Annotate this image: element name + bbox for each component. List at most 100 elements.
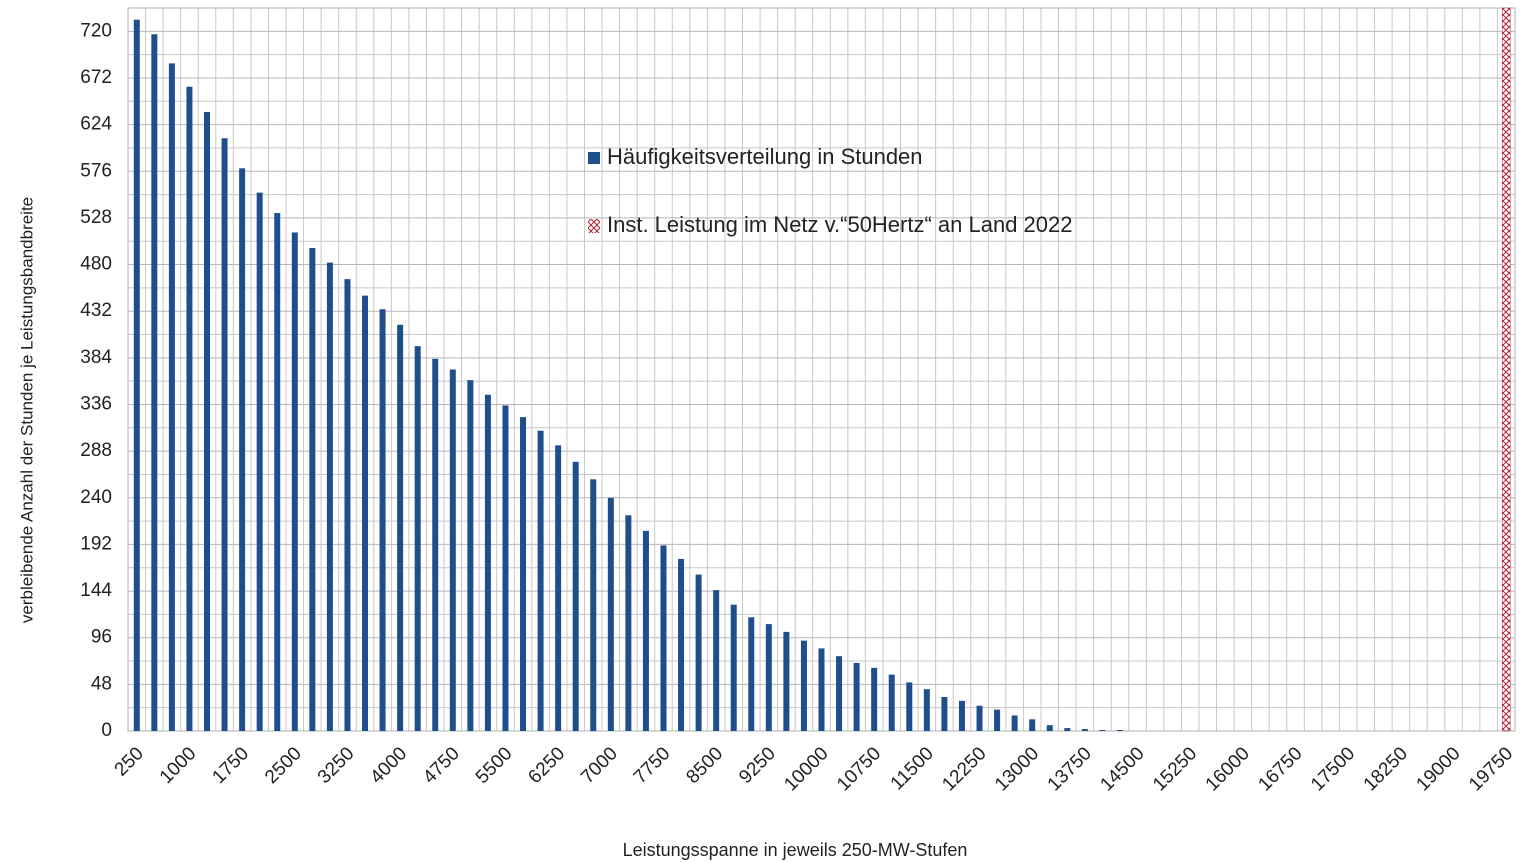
bar (958, 700, 965, 731)
y-tick-label: 720 (80, 20, 112, 41)
bar (836, 656, 843, 731)
bar (607, 497, 614, 731)
y-tick-label: 144 (80, 580, 112, 601)
x-tick-label: 19750 (1465, 743, 1517, 795)
x-tick-label: 18250 (1360, 743, 1412, 795)
y-tick-label: 624 (80, 114, 112, 135)
x-tick-label: 19000 (1412, 743, 1464, 795)
bar (168, 63, 175, 732)
x-tick-label: 7000 (577, 743, 622, 788)
bar (1116, 730, 1123, 731)
bar (239, 168, 246, 731)
x-tick-label: 2500 (261, 743, 306, 788)
bar (502, 405, 509, 731)
y-tick-label: 672 (80, 67, 112, 88)
x-tick-label: 10000 (780, 743, 832, 795)
x-tick-label: 9250 (735, 743, 780, 788)
bar (414, 346, 421, 731)
bar (1081, 729, 1088, 731)
bar (397, 324, 404, 731)
x-tick-label: 17500 (1307, 743, 1359, 795)
x-tick-label: 16000 (1202, 743, 1254, 795)
bar (344, 279, 351, 731)
bar (625, 515, 632, 731)
bar (221, 138, 228, 731)
bar (1064, 728, 1071, 731)
bar (520, 417, 527, 731)
bar (291, 232, 298, 731)
bar (800, 640, 807, 731)
x-tick-label: 16750 (1254, 743, 1306, 795)
bar (449, 369, 456, 731)
bar (432, 358, 439, 731)
bar (818, 648, 825, 731)
bar (1011, 715, 1018, 731)
x-tick-label: 3250 (314, 743, 359, 788)
bar (274, 213, 281, 731)
bar (555, 445, 562, 731)
y-tick-label: 288 (80, 440, 112, 461)
bar (1029, 719, 1036, 731)
x-tick-label: 6250 (524, 743, 569, 788)
y-tick-label: 432 (80, 300, 112, 321)
bar (1501, 7, 1511, 732)
y-tick-label: 0 (101, 720, 112, 741)
bar (204, 111, 211, 731)
bar (783, 631, 790, 731)
bar (941, 696, 948, 731)
plot-frame (127, 7, 1516, 732)
x-tick-label: 13750 (1044, 743, 1096, 795)
y-tick-label: 192 (80, 533, 112, 554)
legend-label: Häufigkeitsverteilung in Stunden (607, 144, 923, 169)
bar (660, 545, 667, 731)
x-tick-label: 13000 (991, 743, 1043, 795)
y-tick-label: 576 (80, 160, 112, 181)
legend-swatch (588, 219, 600, 233)
bar (906, 682, 913, 731)
bar (151, 34, 158, 731)
bar (642, 530, 649, 731)
bar (590, 479, 597, 731)
bar (976, 705, 983, 731)
bar (695, 574, 702, 731)
bar (133, 19, 140, 731)
bar (326, 262, 333, 731)
x-tick-label: 14500 (1096, 743, 1148, 795)
x-tick-label: 1000 (156, 743, 201, 788)
bar (713, 590, 720, 731)
bar (256, 192, 263, 732)
x-tick-label: 15250 (1149, 743, 1201, 795)
x-tick-label: 10750 (833, 743, 885, 795)
bar (362, 295, 369, 731)
bar (853, 662, 860, 731)
bar (994, 709, 1001, 731)
x-axis-title: Leistungsspanne in jeweils 250-MW-Stufen (623, 840, 968, 860)
x-tick-label: 12250 (938, 743, 990, 795)
bar (923, 689, 930, 731)
bar (871, 667, 878, 731)
bar (748, 617, 755, 731)
bar (379, 309, 386, 731)
x-tick-label: 4750 (419, 743, 464, 788)
x-tick-label: 1750 (208, 743, 253, 788)
y-tick-label: 48 (91, 673, 112, 694)
y-tick-label: 528 (80, 207, 112, 228)
bar (186, 86, 193, 732)
y-tick-label: 336 (80, 393, 112, 414)
bar (467, 380, 474, 731)
bar (1046, 725, 1053, 731)
y-tick-label: 240 (80, 487, 112, 508)
x-tick-label: 4000 (366, 743, 411, 788)
legend-label: Inst. Leistung im Netz v.“50Hertz“ an La… (607, 212, 1073, 237)
y-tick-label: 384 (80, 347, 112, 368)
x-tick-label: 250 (111, 743, 148, 780)
y-tick-label: 96 (91, 627, 112, 648)
y-tick-label: 480 (80, 254, 112, 275)
x-tick-label: 7750 (630, 743, 675, 788)
x-tick-label: 8500 (682, 743, 727, 788)
bar (730, 604, 737, 731)
bar (888, 674, 895, 731)
bar (1099, 730, 1106, 731)
legend-swatch (588, 152, 600, 164)
